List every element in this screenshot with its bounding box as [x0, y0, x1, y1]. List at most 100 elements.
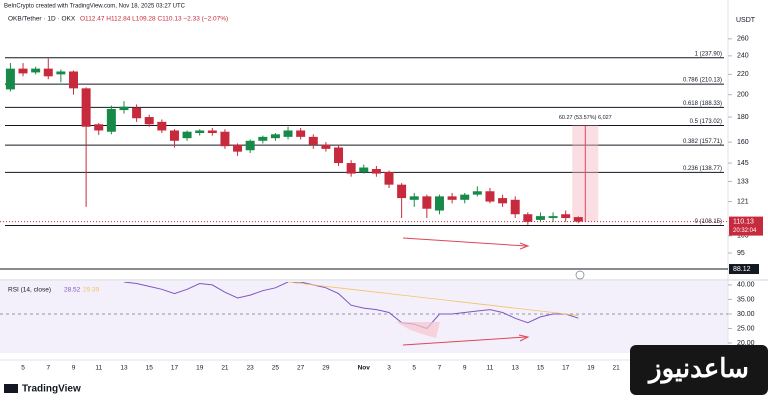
candle-body: [371, 169, 381, 174]
candle-body: [132, 107, 142, 119]
candle-body: [535, 216, 545, 220]
x-tick-label: 5: [21, 365, 25, 372]
x-tick-label: 15: [537, 365, 545, 372]
candle-body: [43, 68, 53, 77]
fib-label: 0.5 (173.02): [690, 119, 722, 125]
symbol-title: OKB/Tether · 1D · OKX: [8, 16, 76, 23]
y-tick-label: 220: [737, 71, 749, 78]
candle-body: [119, 106, 129, 111]
x-tick-label: 25: [272, 365, 280, 372]
logo-mark: [4, 384, 18, 393]
candle-body: [258, 136, 268, 141]
candle-body: [321, 144, 331, 149]
candle-body: [308, 136, 318, 145]
level-label: 88.12: [733, 266, 751, 273]
ohlc-label: O112.47 H112.84 L109.28 C110.13 −2.33 (−…: [80, 16, 228, 23]
fib-label: 0.786 (210.13): [683, 78, 722, 84]
fib-label: 0.236 (138.77): [683, 166, 722, 172]
last-price-tag: [729, 216, 763, 236]
x-tick-label: 7: [438, 365, 442, 372]
alert-icon[interactable]: [575, 270, 585, 280]
x-tick-label: 13: [120, 365, 128, 372]
currency: USDT: [736, 17, 756, 24]
y-tick-label: 160: [737, 139, 749, 146]
x-tick-label: 15: [146, 365, 154, 372]
arrow-head: [518, 334, 530, 342]
candle-body: [498, 198, 508, 204]
candle-body: [561, 214, 571, 219]
candle-body: [106, 108, 116, 132]
candle-body: [296, 130, 306, 137]
candle-body: [460, 194, 470, 200]
x-tick-label: 21: [221, 365, 229, 372]
x-tick-label: 13: [512, 365, 520, 372]
brand: TradingView: [22, 384, 81, 395]
oversold-fill: [396, 322, 440, 338]
candle-body: [144, 117, 154, 125]
x-tick-label: 19: [587, 365, 595, 372]
candle-body: [18, 68, 28, 74]
y-tick-label: 20.00: [737, 340, 755, 347]
candle-body: [56, 71, 66, 75]
y-tick-label: 180: [737, 114, 749, 121]
candle-body: [94, 124, 104, 131]
rsi-pane-bg: [0, 281, 728, 353]
candle-body: [334, 147, 344, 164]
candle-body: [245, 140, 255, 151]
candle-body: [81, 88, 91, 127]
x-tick-label: 5: [412, 365, 416, 372]
candle-body: [195, 130, 205, 134]
candle-body: [69, 71, 78, 89]
candle-body: [270, 134, 280, 139]
rsi-title: RSI (14, close): [8, 287, 51, 294]
candle-body: [169, 130, 179, 141]
candle-body: [434, 196, 444, 211]
x-tick-label: 7: [46, 365, 50, 372]
rsi-line: [123, 282, 579, 330]
x-tick-label: 11: [95, 365, 102, 372]
y-tick-label: 133: [737, 178, 749, 185]
rsi-line: [287, 282, 579, 317]
watermark-box: [630, 345, 768, 395]
y-tick-label: 145: [737, 160, 749, 167]
candle-body: [182, 131, 192, 139]
candle-body: [283, 130, 293, 137]
candle-body: [472, 191, 482, 195]
candle-body: [510, 199, 520, 215]
y-tick-label: 40.00: [737, 282, 755, 289]
x-tick-label: 11: [487, 365, 494, 372]
y-tick-label: 30.00: [737, 311, 755, 318]
y-tick-label: 121: [737, 198, 749, 205]
measure-label: 60.27 (53.57%) 6,027: [559, 115, 612, 121]
y-tick-label: 260: [737, 36, 749, 43]
last-price-label: 110.13: [733, 218, 754, 225]
candle-body: [397, 184, 407, 199]
x-tick-label: Nov: [358, 365, 371, 372]
candle-body: [157, 121, 167, 131]
y-tick-label: 240: [737, 53, 749, 60]
x-tick-label: 9: [463, 365, 467, 372]
countdown: 20:32:04: [733, 228, 757, 234]
candle-body: [5, 68, 15, 90]
x-tick-label: 3: [387, 365, 391, 372]
watermark: ساعدنیوز: [647, 353, 749, 384]
arrow-head: [519, 242, 530, 250]
y-tick-label: 103: [737, 233, 749, 240]
candle-body: [359, 167, 369, 173]
rsi-value: 28.52: [64, 287, 81, 294]
y-tick-label: 95: [737, 250, 745, 257]
fib-label: 1 (237.90): [695, 51, 722, 57]
y-tick-label: 25.00: [737, 325, 755, 332]
candle-body: [422, 196, 432, 209]
x-tick-label: 23: [247, 365, 255, 372]
x-tick-label: 17: [171, 365, 179, 372]
candle-body: [573, 217, 583, 222]
candle-body: [409, 196, 419, 200]
arrow: [402, 336, 527, 346]
x-tick-label: 27: [297, 365, 305, 372]
y-tick-label: 35.00: [737, 296, 755, 303]
candle-body: [548, 216, 558, 219]
candle-body: [346, 163, 356, 174]
candle-body: [523, 214, 533, 222]
